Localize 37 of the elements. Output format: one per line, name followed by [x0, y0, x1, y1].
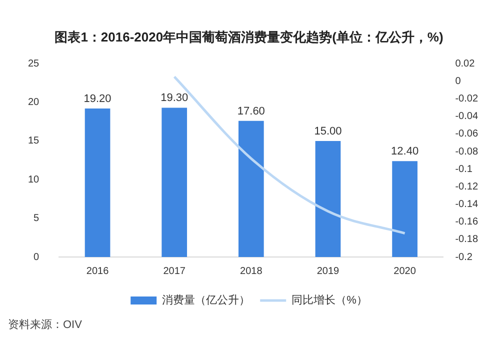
- y2-tick-label: -0.1: [455, 164, 473, 175]
- y-tick-label: 20: [28, 97, 40, 108]
- y-tick-label: 25: [28, 58, 40, 70]
- y-tick-label: 10: [28, 174, 40, 186]
- y2-tick-label: -0.06: [455, 128, 478, 140]
- y2-tick-label: -0.18: [455, 234, 478, 246]
- x-tick-label: 2017: [163, 266, 186, 277]
- data-label: 15.00: [314, 125, 342, 138]
- text: 资料来源：OIV: [8, 318, 83, 332]
- data-label: 19.30: [160, 92, 188, 104]
- y2-tick-label: 0.02: [455, 58, 476, 70]
- legend-label: 同比增长（%）: [292, 294, 368, 307]
- x-tick-label: 2019: [316, 266, 340, 277]
- legend-label: 消费量（亿公升）: [162, 294, 250, 307]
- y-tick-label: 0: [34, 252, 40, 263]
- y2-tick-label: -0.04: [455, 111, 478, 122]
- bar: [238, 120, 264, 257]
- x-tick-label: 2020: [394, 266, 416, 277]
- bar: [392, 161, 418, 257]
- data-label: 19.20: [84, 93, 112, 105]
- y2-tick-label: -0.2: [455, 252, 473, 263]
- y2-tick-label: -0.08: [455, 146, 478, 158]
- bar: [315, 140, 341, 257]
- bar: [84, 108, 110, 257]
- bar: [162, 108, 188, 257]
- y2-tick-label: -0.12: [455, 181, 478, 192]
- y2-tick-label: 0: [455, 76, 462, 87]
- data-label: 17.60: [237, 105, 265, 118]
- x-tick-label: 2016: [86, 266, 110, 277]
- y2-tick-label: -0.16: [455, 216, 478, 228]
- y2-tick-label: -0.02: [455, 94, 478, 105]
- y-tick-label: 15: [28, 136, 40, 147]
- data-label: 12.40: [391, 146, 419, 158]
- x-tick-label: 2018: [240, 266, 263, 277]
- y-tick-label: 5: [34, 213, 40, 224]
- y2-tick-label: -0.14: [455, 199, 478, 210]
- chart-title: 图表1：2016-2020年中国葡萄酒消费量变化趋势(单位：亿公升，%): [54, 29, 444, 44]
